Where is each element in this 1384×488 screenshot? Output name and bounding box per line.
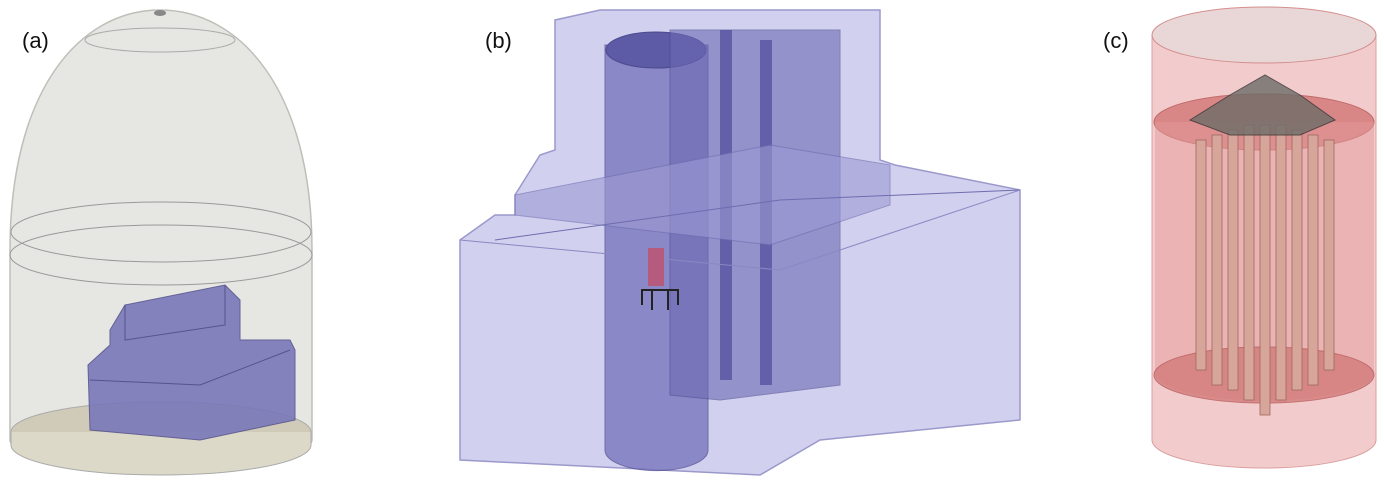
page: (a) (b) (c) (() => { const data = JSON.p… — [0, 0, 1384, 488]
panel-c-render — [1152, 7, 1376, 468]
figure: (a) (b) (c) — [0, 0, 1384, 488]
panel-a-render — [10, 10, 312, 475]
panel-label: (a) — [22, 28, 49, 53]
panel-b-render — [460, 10, 1020, 475]
panel-label: (c) — [1103, 28, 1129, 53]
panel-label: (b) — [485, 28, 512, 53]
